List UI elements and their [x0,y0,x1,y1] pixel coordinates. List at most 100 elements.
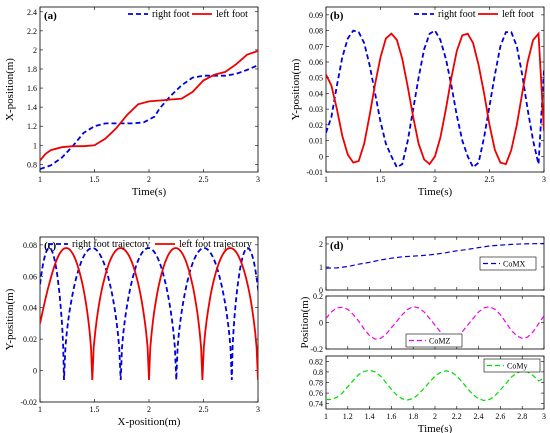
y-tick-label: 0 [319,319,323,328]
x-axis-label: X-position(m) [118,416,181,428]
legend-box [479,256,537,271]
y-tick-label: 0.06 [309,58,323,67]
y-axis-label: Position(m) [299,296,311,348]
series-line-comx [326,242,544,269]
y-tick-label: 2 [33,46,37,55]
y-tick-label: 0.03 [309,105,323,114]
series-line-right-foot-trajectory [40,247,258,381]
x-tick-label: 2.8 [517,412,527,421]
x-tick-label: 1 [38,175,42,184]
legend-box [483,358,541,373]
y-tick-label: 0.09 [309,11,323,20]
y-tick-label: 1.8 [27,65,37,74]
series-line-comy [326,369,544,402]
panel-label: (a) [44,10,57,22]
legend-label: right foot [152,9,190,20]
panel-label: (c) [44,240,57,252]
x-tick-label: 2.2 [452,412,462,421]
x-tick-label: 2.5 [199,175,209,184]
x-tick-label: 3 [256,175,260,184]
y-tick-label: 0 [319,152,323,161]
series-line-right-foot [40,64,258,170]
y-tick-label: 0.78 [309,379,323,388]
panel-b: 1 1.5 2 2.5 3 -0.01 0 0.01 0.02 0.03 0.04 0.05 0.06 0… [290,6,546,198]
y-tick-label: 0.04 [23,304,37,313]
x-tick-label: 1.5 [90,175,100,184]
y-tick-label: 1.6 [27,84,37,93]
legend-label: CoMy [507,362,527,371]
y-tick-label: 0.08 [23,241,37,250]
y-axis-label: X-position(m) [4,58,16,121]
x-tick-label: 2.5 [485,175,495,184]
series-line-right-foot [326,29,544,169]
series-line-comz [326,305,544,340]
series-line-left-foot [40,50,258,162]
y-tick-label: 2.4 [27,8,37,17]
x-tick-label: 3 [256,405,260,414]
y-tick-label: 1 [319,263,323,272]
y-axis-label: Y-position(m) [4,288,16,350]
x-tick-label: 2.4 [474,412,484,421]
y-tick-label: 0.8 [313,368,323,377]
x-tick-label: 1 [324,412,328,421]
y-tick-label: 0.05 [309,74,323,83]
x-tick-label: 1.4 [365,412,375,421]
x-tick-label: 2.5 [199,405,209,414]
y-tick-label: 0.06 [23,272,37,281]
legend-label: CoMZ [429,337,450,346]
y-tick-label: -0.02 [20,398,37,407]
y-tick-label: 0.01 [309,137,323,146]
y-tick-label: 2.2 [27,27,37,36]
panel-d1: 0 1 2 (d) CoMX [319,236,545,295]
panel-label: (b) [330,10,344,22]
y-tick-label: 0 [319,286,323,295]
y-tick-label: 0 [33,367,37,376]
y-tick-label: 1 [33,141,37,150]
x-axis-label: Time(s) [418,423,453,433]
y-tick-label: 0.02 [309,121,323,130]
y-tick-label: -0.01 [306,168,323,177]
x-tick-label: 2 [147,405,151,414]
legend-label: right foot [438,9,476,20]
x-tick-label: 3 [542,412,546,421]
legend-box [405,333,463,348]
x-tick-label: 2 [433,412,437,421]
series-line-left-foot [326,31,544,166]
plot-area-a [39,6,259,173]
y-tick-label: 1.2 [27,122,37,131]
x-tick-label: 2 [433,175,437,184]
y-tick-label: 0.82 [309,357,323,366]
y-tick-label: 0.8 [27,160,37,169]
x-tick-label: 1 [38,405,42,414]
y-tick-label: 0.04 [309,89,323,98]
legend-label: left foot [216,9,248,20]
y-tick-label: 0.76 [309,389,323,398]
x-tick-label: 1 [324,175,328,184]
y-tick-label: 0.2 [313,292,323,301]
panel-c: 1 1.5 2 2.5 3 -0.02 0 0.02 0.04 0.06 0.08 (c) X-posi… [4,236,260,428]
x-tick-label: 1.5 [376,175,386,184]
x-tick-label: 1.2 [343,412,353,421]
x-tick-label: 1.8 [408,412,418,421]
y-tick-label: 0.02 [23,335,37,344]
panel-d3: 1 1.2 1.4 1.6 1.8 2 2.2 2.4 2.6 2.8 3 0.74 0.760.78 0… [309,355,546,433]
y-tick-label: 0.07 [309,42,323,51]
x-tick-label: 1.5 [90,405,100,414]
y-tick-label: -0.2 [310,345,323,354]
plot-area-b [325,6,545,173]
y-tick-label: 0.08 [309,27,323,36]
x-tick-label: 2 [147,175,151,184]
y-tick-label: 2 [319,240,323,249]
legend-label: left foot trajectory [179,239,252,250]
y-tick-label: 0.74 [309,400,323,409]
x-tick-label: 2.6 [495,412,505,421]
panel-a: 1 1.5 2 2.5 30.811.21.41.61.822.22.4 (a)Time(… [4,6,260,198]
panel-label: (d) [330,240,344,252]
x-axis-label: Time(s) [418,186,453,198]
y-tick-label: 1.4 [27,103,37,112]
series-line-left-foot-trajectory [40,247,258,381]
legend-label: left foot [502,9,534,20]
y-axis-label: Y-position(m) [290,58,302,120]
